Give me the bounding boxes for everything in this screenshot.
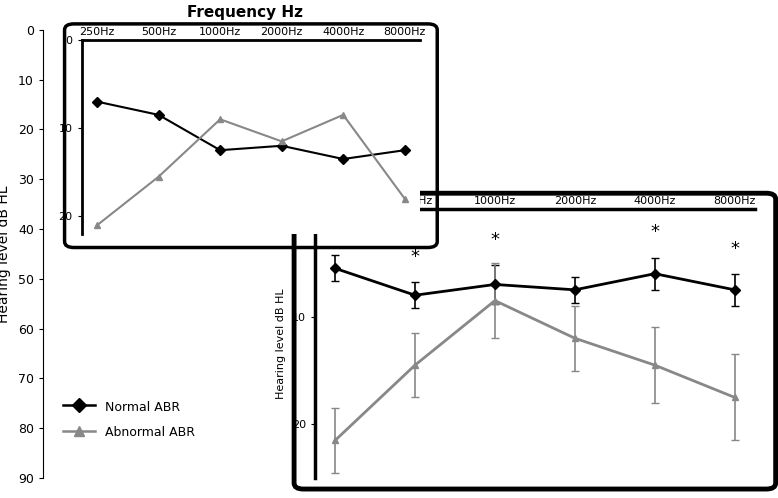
Y-axis label: Hearing level dB HL: Hearing level dB HL [276, 288, 286, 399]
Text: *: * [490, 231, 499, 249]
Text: *: * [331, 221, 339, 239]
Legend: Normal ABR, Abnormal ABR: Normal ABR, Abnormal ABR [58, 394, 200, 445]
Y-axis label: Hearing level dB HL: Hearing level dB HL [0, 185, 11, 323]
Text: *: * [650, 224, 659, 242]
Text: *: * [731, 240, 739, 257]
Text: Frequency Hz: Frequency Hz [187, 5, 303, 20]
Text: *: * [411, 248, 419, 266]
